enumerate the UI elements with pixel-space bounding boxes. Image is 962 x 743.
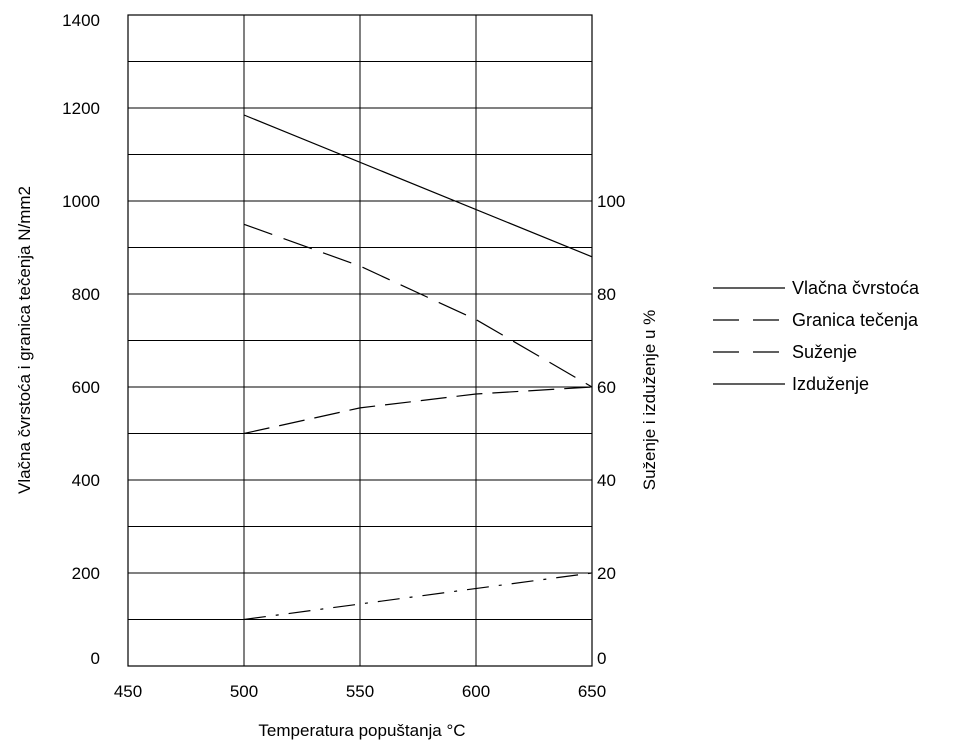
y-left-tick-label: 1400 [62,11,100,30]
y-left-axis-title: Vlačna čvrstoća i granica tečenja N/mm2 [15,186,34,494]
x-tick-labels: 450 500 550 600 650 [114,682,606,701]
y-left-tick-label: 1000 [62,192,100,211]
y-left-tick-labels: 0 200 400 600 800 1000 1200 1400 [62,11,100,668]
y-right-axis-title: Suženje i izduženje u % [640,310,659,491]
y-left-tick-label: 1200 [62,99,100,118]
y-right-tick-label: 40 [597,471,616,490]
y-left-tick-label: 200 [72,564,100,583]
y-right-tick-labels: 0 20 40 60 80 100 [597,192,625,668]
series-line [243,114,593,258]
legend-label: Granica tečenja [792,310,919,330]
y-right-tick-label: 20 [597,564,616,583]
legend-label: Suženje [792,342,857,362]
y-left-tick-label: 600 [72,378,100,397]
y-right-tick-label: 100 [597,192,625,211]
y-left-tick-label: 400 [72,471,100,490]
y-left-tick-label: 800 [72,285,100,304]
x-tick-label: 550 [346,682,374,701]
grid [127,14,593,667]
y-right-tick-label: 0 [597,649,606,668]
y-left-tick-label: 0 [91,649,100,668]
x-tick-label: 650 [578,682,606,701]
series-line [243,386,593,435]
series-lines [243,114,593,621]
y-right-tick-label: 60 [597,378,616,397]
x-tick-label: 600 [462,682,490,701]
x-tick-label: 450 [114,682,142,701]
legend: Vlačna čvrstoća Granica tečenja Suženje Izd… [713,278,920,394]
series-line [243,223,593,388]
series-line [243,572,593,621]
y-right-tick-label: 80 [597,285,616,304]
legend-label: Vlačna čvrstoća [792,278,920,298]
x-tick-label: 500 [230,682,258,701]
legend-label: Izduženje [792,374,869,394]
x-axis-title: Temperatura popuštanja °C [258,721,465,740]
